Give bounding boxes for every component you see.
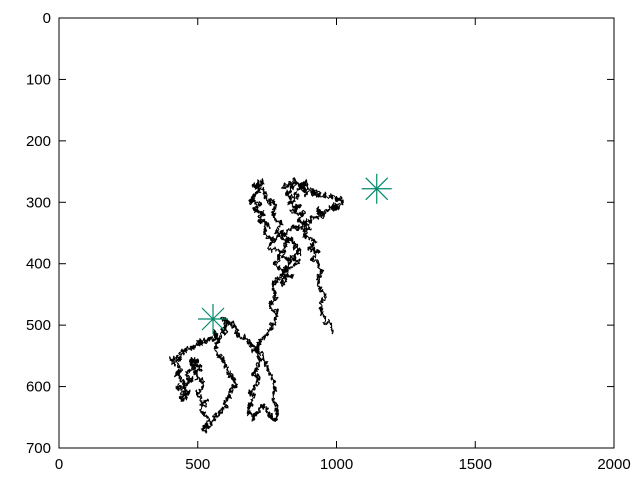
random-walk-trajectory	[169, 177, 344, 434]
y-tick-label: 600	[26, 379, 51, 396]
plot-frame	[58, 17, 615, 449]
asterisk-marker	[198, 304, 229, 334]
point-markers	[198, 173, 392, 334]
x-tick-label: 500	[185, 456, 210, 473]
y-tick-label: 100	[26, 71, 51, 88]
y-tick-label: 700	[26, 440, 51, 457]
x-tick-label: 0	[55, 456, 63, 473]
y-tick-label: 500	[26, 317, 51, 334]
y-tick-label: 200	[26, 133, 51, 150]
x-axis-tick-labels: 0 500 1000 1500 2000	[55, 456, 631, 473]
x-tick-label: 1000	[320, 456, 353, 473]
walk-path	[169, 177, 344, 434]
axis-ticks	[58, 17, 615, 449]
y-tick-label: 400	[26, 256, 51, 273]
y-tick-label: 300	[26, 194, 51, 211]
y-axis-tick-labels: 0 100 200 300 400 500 600 700	[26, 10, 51, 457]
x-tick-label: 2000	[597, 456, 630, 473]
asterisk-marker	[361, 173, 392, 204]
y-tick-label: 0	[43, 10, 51, 27]
x-tick-label: 1500	[459, 456, 492, 473]
